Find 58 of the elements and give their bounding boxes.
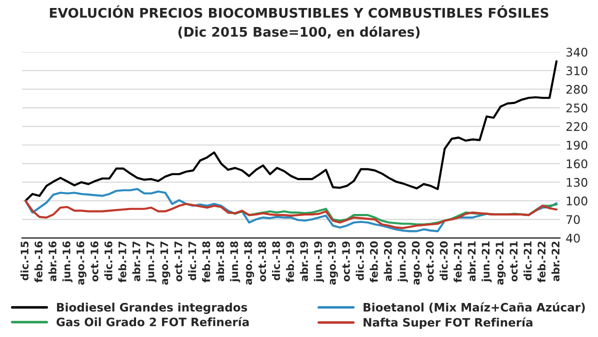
x-tick-label: dic.-15 bbox=[20, 242, 29, 280]
legend-label: Biodiesel Grandes integrados bbox=[57, 302, 248, 314]
x-tick-label: feb.-16 bbox=[34, 241, 42, 282]
line-series bbox=[24, 60, 558, 202]
x-tick-label: ago.-16 bbox=[76, 241, 86, 285]
chart-title: EVOLUCIÓN PRECIOS BIOCOMBUSTIBLES Y COMBUSTIBLES FÓSILES bbox=[50, 5, 548, 18]
x-tick-label: ago.-19 bbox=[328, 241, 338, 285]
x-tick-label: oct.-19 bbox=[342, 241, 350, 282]
y-tick-label: 280 bbox=[566, 84, 588, 94]
x-tick-label: dic.-19 bbox=[356, 241, 364, 280]
line-series bbox=[24, 200, 558, 230]
x-tick-label: dic.-18 bbox=[272, 241, 280, 280]
x-tick-label: abr.-19 bbox=[300, 241, 308, 282]
y-tick-label: 130 bbox=[566, 178, 588, 187]
x-tick-label: abr.-21 bbox=[468, 241, 476, 282]
x-tick-label: oct.-21 bbox=[510, 241, 518, 282]
x-tick-label: ago.-20 bbox=[412, 241, 422, 285]
x-tick-label: jun.-19 bbox=[314, 241, 324, 282]
legend-label: Gas Oil Grado 2 FOT Refinería bbox=[56, 316, 249, 326]
y-tick-label: 340 bbox=[566, 48, 588, 57]
x-tick-label: jun.-21 bbox=[482, 241, 492, 282]
x-tick-label: jun.-20 bbox=[398, 241, 408, 282]
x-tick-label: dic.-21 bbox=[524, 241, 532, 280]
x-tick-label: ago.-21 bbox=[496, 241, 506, 285]
legend-label: Bioetanol (Mix Maíz+Caña Azúcar) bbox=[364, 302, 585, 313]
x-tick-label: oct.-16 bbox=[90, 241, 98, 282]
x-tick-label: abr.-20 bbox=[384, 241, 392, 282]
chart-subtitle: (Dic 2015 Base=100, en dólares) bbox=[178, 26, 420, 39]
x-tick-label: feb.-20 bbox=[370, 241, 378, 282]
x-tick-label: abr.-18 bbox=[216, 241, 224, 282]
x-tick-label: jun.-16 bbox=[62, 241, 72, 282]
x-tick-label: jun.-18 bbox=[230, 241, 240, 282]
x-tick-label: feb.-21 bbox=[454, 241, 462, 282]
x-tick-label: dic.-17 bbox=[188, 242, 196, 280]
x-tick-label: abr.-16 bbox=[48, 241, 56, 282]
x-tick-label: dic.-20 bbox=[440, 241, 448, 280]
y-tick-label: 40 bbox=[566, 234, 580, 243]
x-tick-label: feb.-18 bbox=[202, 241, 210, 282]
legend-label: Nafta Super FOT Refinería bbox=[364, 317, 532, 329]
y-tick-label: 220 bbox=[566, 122, 588, 132]
x-tick-label: jun.-17 bbox=[146, 242, 156, 282]
x-tick-label: feb.-22 bbox=[537, 242, 546, 282]
y-tick-label: 190 bbox=[566, 140, 588, 150]
y-tick-label: 70 bbox=[566, 215, 580, 224]
x-tick-label: feb.-19 bbox=[286, 241, 294, 282]
x-tick-label: oct.-17 bbox=[174, 242, 182, 282]
y-tick-label: 160 bbox=[566, 159, 588, 168]
y-tick-label: 100 bbox=[566, 196, 588, 206]
y-tick-label: 310 bbox=[566, 66, 588, 76]
x-tick-label: oct.-20 bbox=[426, 241, 434, 282]
x-tick-label: oct.-18 bbox=[258, 241, 266, 282]
x-tick-label: abr.-22 bbox=[551, 242, 560, 282]
x-tick-label: ago.-17 bbox=[160, 242, 170, 285]
x-tick-label: ago.-18 bbox=[244, 241, 254, 285]
x-tick-label: feb.-17 bbox=[118, 242, 126, 282]
y-tick-label: 250 bbox=[566, 104, 588, 112]
x-tick-label: dic.-16 bbox=[104, 241, 112, 280]
x-tick-label: abr.-17 bbox=[132, 242, 140, 282]
